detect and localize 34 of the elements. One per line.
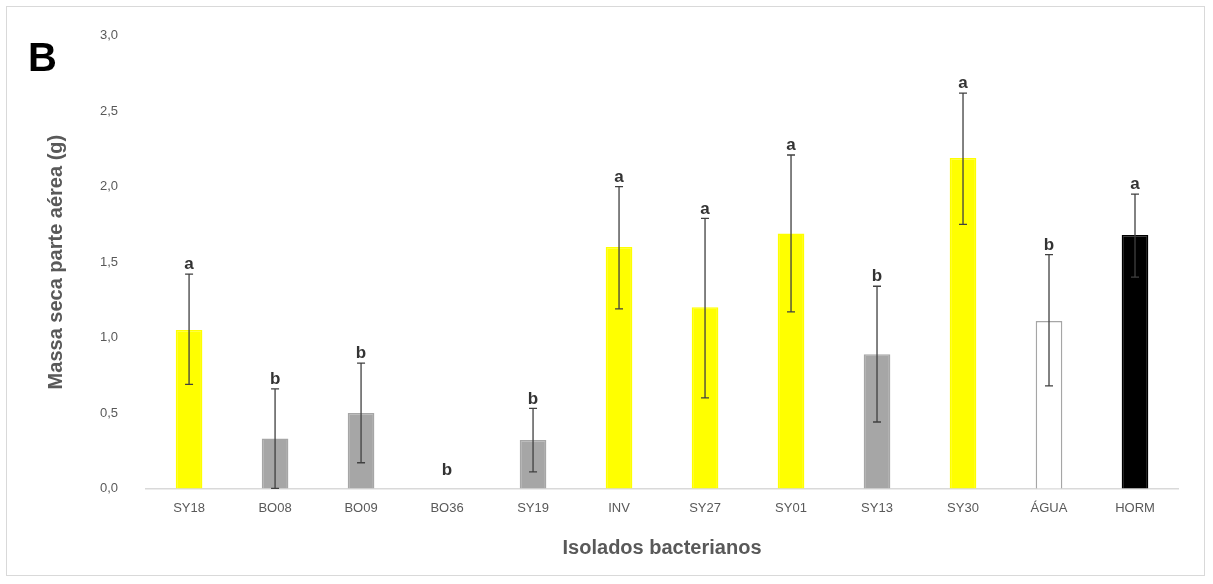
annotation: a bbox=[1130, 174, 1141, 194]
x-tick-label: SY30 bbox=[947, 499, 979, 515]
x-tick-label: SY19 bbox=[517, 499, 549, 515]
annotation: b bbox=[1043, 234, 1055, 254]
x-tick-label: HORM bbox=[1115, 499, 1155, 515]
y-tick-label: 3,0 bbox=[99, 27, 119, 43]
chart-title: B bbox=[28, 35, 57, 80]
annotation: b bbox=[269, 369, 281, 389]
y-tick-label: 2,5 bbox=[99, 102, 119, 118]
y-tick-label: 1,0 bbox=[99, 329, 119, 345]
x-tick-label: SY13 bbox=[861, 499, 893, 515]
x-tick-label: ÁGUA bbox=[1030, 499, 1068, 515]
x-tick-label: SY27 bbox=[689, 499, 721, 515]
x-tick-label: BO09 bbox=[344, 499, 378, 515]
y-tick-label: 0,5 bbox=[99, 404, 119, 420]
x-tick-label: BO36 bbox=[430, 499, 464, 515]
x-tick-label: BO08 bbox=[258, 499, 292, 515]
annotation: b bbox=[441, 459, 453, 479]
y-tick-label: 2,0 bbox=[99, 178, 119, 194]
x-axis-title: Isolados bacterianos bbox=[562, 535, 762, 558]
x-tick-label: INV bbox=[608, 499, 631, 515]
annotation: a bbox=[958, 73, 969, 93]
y-axis-title: Massa seca parte aérea (g) bbox=[43, 134, 66, 390]
annotation: a bbox=[700, 198, 711, 218]
x-tick-label: SY18 bbox=[173, 499, 205, 515]
annotation: a bbox=[184, 254, 195, 274]
annotation: b bbox=[527, 388, 539, 408]
annotation: a bbox=[786, 135, 797, 155]
x-tick-label: SY01 bbox=[775, 499, 807, 515]
y-tick-label: 1,5 bbox=[99, 253, 119, 269]
annotation: a bbox=[614, 166, 625, 186]
annotation: b bbox=[355, 343, 367, 363]
annotation: b bbox=[871, 266, 883, 286]
y-tick-label: 0,0 bbox=[99, 479, 119, 495]
